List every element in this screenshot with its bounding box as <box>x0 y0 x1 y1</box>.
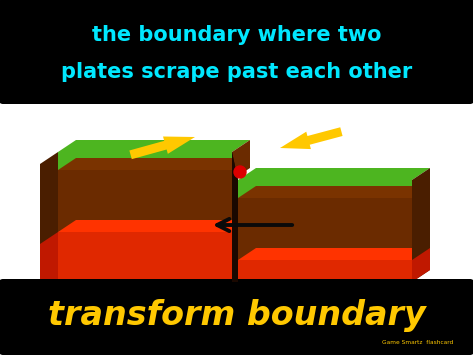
Polygon shape <box>58 232 232 282</box>
FancyBboxPatch shape <box>0 0 473 104</box>
Polygon shape <box>232 152 238 282</box>
Polygon shape <box>58 152 232 170</box>
Polygon shape <box>232 140 250 180</box>
Polygon shape <box>412 168 430 282</box>
Polygon shape <box>238 168 430 180</box>
Polygon shape <box>58 158 250 170</box>
Circle shape <box>234 166 246 178</box>
Polygon shape <box>40 232 58 294</box>
Text: transform boundary: transform boundary <box>48 300 425 333</box>
Polygon shape <box>58 220 250 232</box>
Polygon shape <box>280 127 342 149</box>
Text: plates scrape past each other: plates scrape past each other <box>61 62 412 82</box>
Text: Game Smartz  flashcard: Game Smartz flashcard <box>382 340 454 345</box>
Polygon shape <box>238 186 430 198</box>
FancyBboxPatch shape <box>0 279 473 355</box>
Polygon shape <box>238 198 412 260</box>
Polygon shape <box>40 152 58 294</box>
Polygon shape <box>232 152 238 282</box>
Polygon shape <box>238 260 412 282</box>
Polygon shape <box>58 170 232 232</box>
Polygon shape <box>130 137 195 159</box>
Polygon shape <box>238 180 412 198</box>
Polygon shape <box>412 248 430 282</box>
Polygon shape <box>58 140 250 152</box>
Text: the boundary where two: the boundary where two <box>92 25 381 45</box>
Polygon shape <box>238 248 430 260</box>
